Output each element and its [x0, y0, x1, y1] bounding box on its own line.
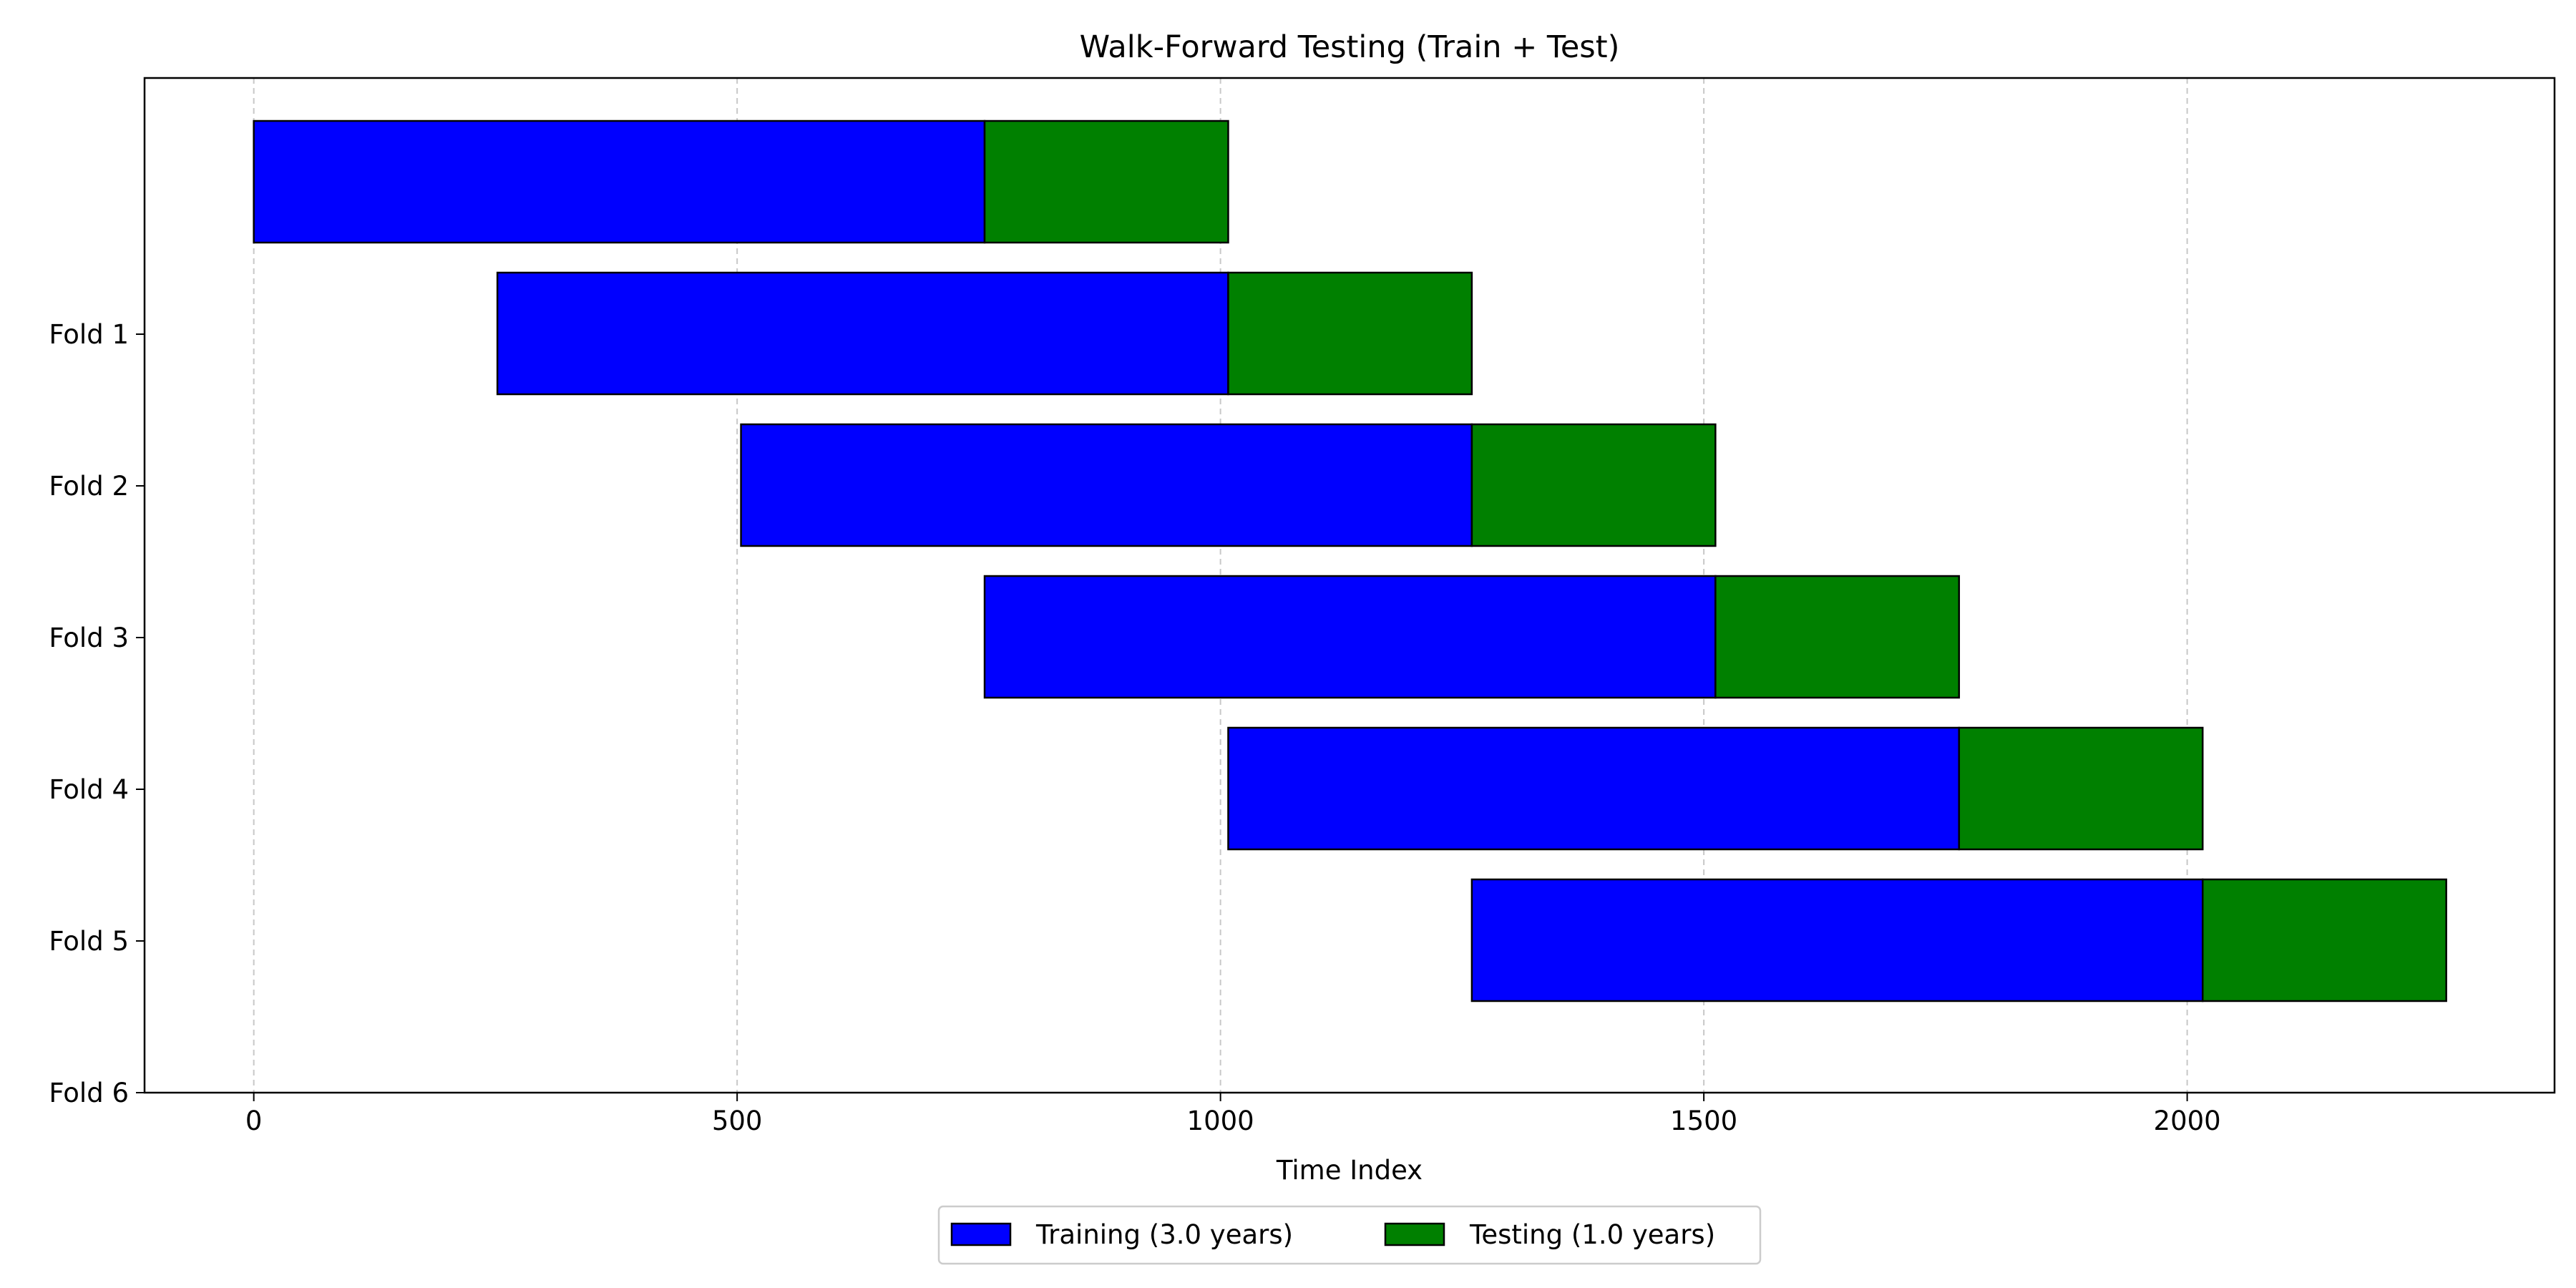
legend-label-training: Training (3.0 years)	[1035, 1219, 1293, 1250]
legend: Training (3.0 years) Testing (1.0 years)	[937, 1205, 1762, 1265]
training-bar	[496, 271, 1229, 396]
legend-swatch-training	[950, 1222, 1012, 1246]
testing-bar	[1958, 726, 2204, 851]
chart-title: Walk-Forward Testing (Train + Test)	[1080, 29, 1620, 65]
y-axis-ticks: Fold 1 Fold 2 Fold 3 Fold 4 Fold 5 Fold 6	[49, 319, 145, 1108]
y-tick-label: Fold 1	[49, 319, 129, 350]
x-axis-ticks: 0 500 1000 1500 2000	[245, 1093, 2221, 1136]
x-tick-label: 0	[245, 1106, 263, 1136]
y-tick-label: Fold 2	[49, 471, 129, 502]
testing-bar	[983, 119, 1229, 244]
testing-bar	[2201, 878, 2447, 1002]
training-bar	[1470, 878, 2204, 1002]
y-tick-label: Fold 6	[49, 1078, 129, 1108]
bars	[253, 119, 2447, 1002]
x-axis-label: Time Index	[1276, 1155, 1423, 1186]
training-bar	[253, 119, 986, 244]
x-tick-label: 1500	[1670, 1106, 1737, 1136]
testing-bar	[1470, 423, 1717, 547]
testing-bar	[1227, 271, 1473, 396]
x-tick-label: 1000	[1187, 1106, 1254, 1136]
training-bar	[1227, 726, 1961, 851]
legend-label-testing: Testing (1.0 years)	[1469, 1219, 1715, 1250]
training-bar	[740, 423, 1473, 547]
y-tick-label: Fold 5	[49, 926, 129, 957]
training-bar	[983, 575, 1717, 699]
legend-frame	[937, 1205, 1762, 1265]
y-tick-label: Fold 3	[49, 623, 129, 653]
x-tick-label: 2000	[2154, 1106, 2221, 1136]
legend-swatch-testing	[1384, 1222, 1445, 1246]
y-tick-label: Fold 4	[49, 774, 129, 805]
testing-bar	[1714, 575, 1961, 699]
x-tick-label: 500	[712, 1106, 763, 1136]
plot-frame	[143, 77, 2556, 1094]
